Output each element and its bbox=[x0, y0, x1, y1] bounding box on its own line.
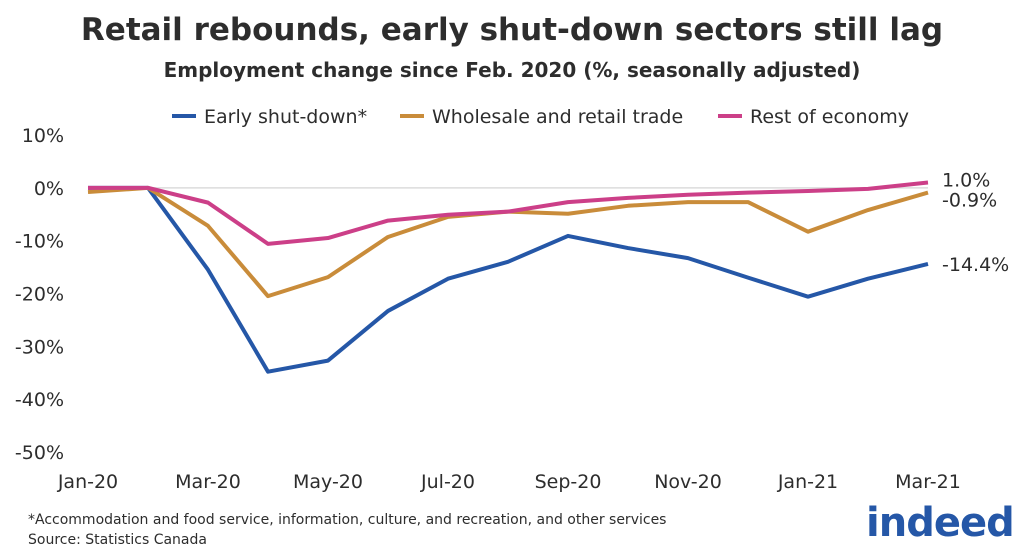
legend-label: Wholesale and retail trade bbox=[432, 106, 683, 128]
x-tick-label: Jan-21 bbox=[777, 471, 838, 493]
end-label: 1.0% bbox=[942, 170, 990, 192]
x-tick-label: Mar-20 bbox=[175, 471, 241, 493]
x-tick-label: May-20 bbox=[293, 471, 363, 493]
chart-subtitle: Employment change since Feb. 2020 (%, se… bbox=[163, 58, 861, 82]
x-tick-label: Sep-20 bbox=[535, 471, 602, 493]
y-tick-label: 0% bbox=[34, 178, 64, 200]
x-tick-label: Mar-21 bbox=[895, 471, 961, 493]
y-tick-label: -30% bbox=[15, 336, 64, 358]
y-tick-label: 10% bbox=[22, 125, 64, 147]
end-label: -14.4% bbox=[942, 254, 1009, 276]
series-line-0 bbox=[88, 185, 929, 374]
legend-label: Early shut-down* bbox=[204, 106, 367, 128]
y-tick-label: -10% bbox=[15, 231, 64, 253]
y-tick-label: -50% bbox=[15, 442, 64, 464]
end-label: -0.9% bbox=[942, 190, 997, 212]
indeed-logo: indeed bbox=[866, 500, 1015, 546]
x-tick-label: Nov-20 bbox=[654, 471, 722, 493]
x-tick-label: Jul-20 bbox=[420, 471, 475, 493]
source-note: Source: Statistics Canada bbox=[28, 532, 207, 548]
x-tick-label: Jan-20 bbox=[57, 471, 118, 493]
legend-label: Rest of economy bbox=[750, 106, 909, 128]
y-tick-label: -20% bbox=[15, 284, 64, 306]
footnote: *Accommodation and food service, informa… bbox=[28, 512, 667, 528]
chart-title: Retail rebounds, early shut-down sectors… bbox=[80, 12, 944, 48]
y-tick-label: -40% bbox=[15, 389, 64, 411]
